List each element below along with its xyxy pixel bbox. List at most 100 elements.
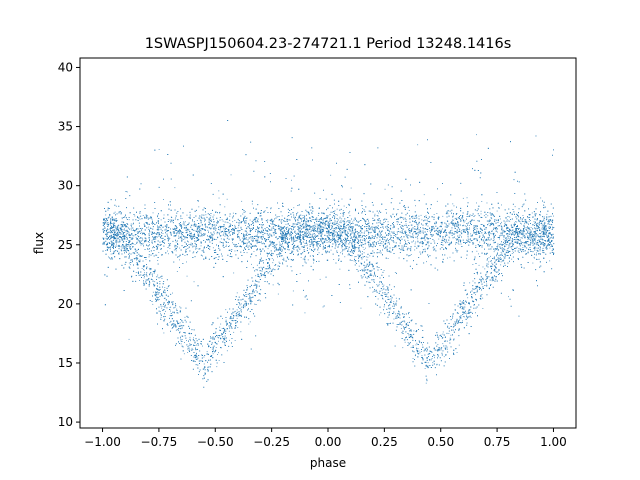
data-point <box>128 219 130 221</box>
data-point <box>291 179 292 181</box>
data-point <box>160 219 162 221</box>
data-point <box>128 244 130 245</box>
data-point <box>401 227 402 229</box>
data-point <box>141 229 143 231</box>
data-point <box>281 223 282 224</box>
data-point <box>352 226 354 227</box>
data-point <box>311 212 312 214</box>
data-point <box>180 324 182 326</box>
data-point <box>143 265 145 267</box>
data-point <box>332 223 334 225</box>
data-point <box>260 266 262 268</box>
data-point <box>254 303 256 305</box>
data-point <box>163 332 165 334</box>
data-point <box>524 223 526 225</box>
data-point <box>237 227 239 229</box>
data-point <box>190 242 192 244</box>
data-point <box>390 299 392 301</box>
data-point <box>515 221 516 223</box>
data-point <box>306 221 308 223</box>
data-point <box>409 235 411 237</box>
data-point <box>124 235 126 237</box>
data-point <box>297 220 299 222</box>
data-point <box>537 250 539 252</box>
data-point <box>167 219 169 220</box>
data-point <box>412 358 414 359</box>
data-point <box>232 216 234 218</box>
data-point <box>445 239 447 241</box>
data-point <box>170 306 172 308</box>
data-point <box>255 244 256 246</box>
data-point <box>291 237 293 239</box>
data-point <box>523 251 525 252</box>
data-point <box>499 218 501 220</box>
data-point <box>404 206 406 208</box>
data-point <box>414 243 416 245</box>
data-point <box>362 246 364 248</box>
data-point <box>348 225 350 227</box>
data-point <box>143 277 145 279</box>
data-point <box>307 253 309 254</box>
data-point <box>538 258 540 260</box>
data-point <box>442 331 444 333</box>
data-point <box>497 225 499 227</box>
data-point <box>405 234 407 235</box>
data-point <box>218 340 219 342</box>
data-point <box>237 235 239 237</box>
data-point <box>281 228 283 230</box>
data-point <box>462 197 464 199</box>
data-point <box>126 239 128 241</box>
data-point <box>240 331 242 333</box>
data-point <box>331 228 332 230</box>
data-point <box>431 226 433 228</box>
data-point <box>346 238 348 239</box>
data-point <box>447 257 448 259</box>
data-point <box>400 240 401 242</box>
data-point <box>219 249 220 251</box>
data-point <box>390 307 392 309</box>
data-point <box>516 246 518 248</box>
data-point <box>476 134 477 136</box>
data-point <box>526 227 528 229</box>
data-point <box>341 235 342 236</box>
data-point <box>509 234 510 235</box>
data-point <box>130 229 132 231</box>
data-point <box>327 223 329 225</box>
data-point <box>457 250 459 251</box>
data-point <box>327 230 329 232</box>
data-point <box>119 234 121 235</box>
data-point <box>417 227 419 229</box>
data-point <box>374 282 375 283</box>
data-point <box>184 238 186 240</box>
data-point <box>267 265 269 267</box>
data-point <box>255 290 257 292</box>
data-point <box>335 241 336 243</box>
data-point <box>548 216 550 217</box>
data-point <box>404 321 406 323</box>
data-point <box>271 254 272 256</box>
data-point <box>450 334 452 336</box>
data-point <box>224 233 226 235</box>
data-point <box>272 222 274 224</box>
data-point <box>117 228 119 230</box>
data-point <box>455 238 457 240</box>
data-point <box>195 358 197 360</box>
data-point <box>315 218 317 220</box>
data-point <box>339 216 341 218</box>
data-point <box>121 218 123 220</box>
data-point <box>246 244 248 246</box>
data-point <box>184 255 186 256</box>
data-point <box>336 236 338 238</box>
data-point <box>303 247 305 248</box>
data-point <box>533 243 535 245</box>
data-point <box>213 227 215 229</box>
data-point <box>121 217 123 219</box>
data-point <box>291 229 293 231</box>
data-point <box>242 213 244 215</box>
data-point <box>154 270 156 272</box>
data-point <box>508 296 509 298</box>
data-point <box>474 258 476 260</box>
data-point <box>205 372 206 374</box>
data-point <box>490 224 491 226</box>
data-point <box>535 241 537 243</box>
